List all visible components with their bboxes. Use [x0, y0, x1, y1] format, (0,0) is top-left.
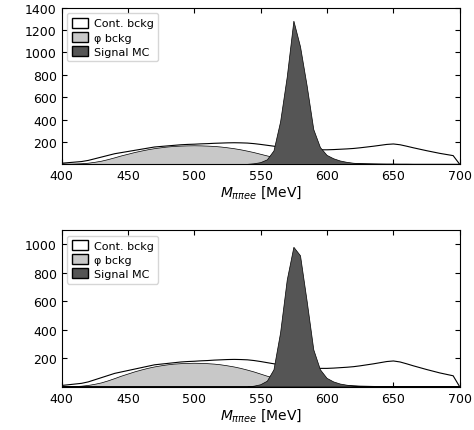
Polygon shape — [62, 144, 460, 165]
Polygon shape — [62, 363, 460, 387]
X-axis label: $M_{\pi\pi ee}$ [MeV]: $M_{\pi\pi ee}$ [MeV] — [219, 406, 302, 423]
Polygon shape — [62, 359, 460, 387]
Polygon shape — [62, 248, 460, 387]
Polygon shape — [62, 22, 460, 165]
Legend: Cont. bckg, φ bckg, Signal MC: Cont. bckg, φ bckg, Signal MC — [67, 236, 158, 284]
Legend: Cont. bckg, φ bckg, Signal MC: Cont. bckg, φ bckg, Signal MC — [67, 14, 158, 62]
X-axis label: $M_{\pi\pi ee}$ [MeV]: $M_{\pi\pi ee}$ [MeV] — [219, 184, 302, 201]
Polygon shape — [62, 147, 460, 165]
